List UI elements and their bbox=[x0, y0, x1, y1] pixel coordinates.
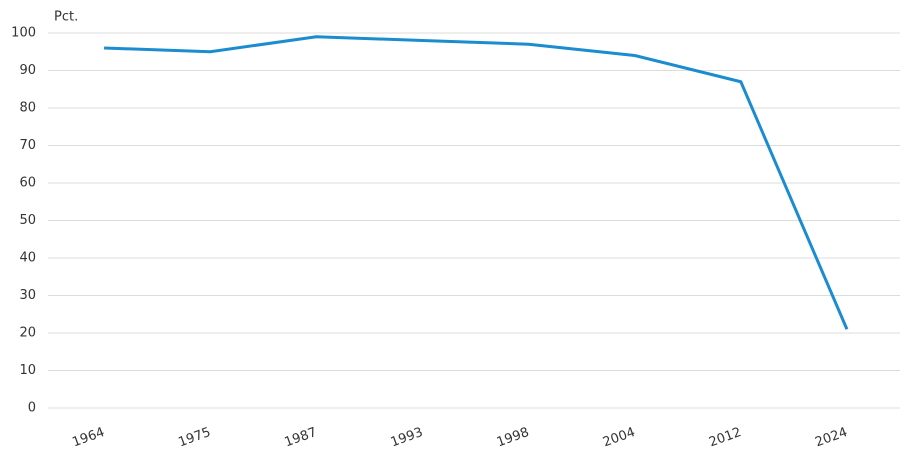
x-tick-label: 2012 bbox=[707, 425, 743, 450]
y-tick-label: 90 bbox=[19, 63, 36, 78]
y-tick-label: 70 bbox=[19, 138, 36, 153]
y-axis-label: Pct. bbox=[54, 10, 78, 25]
y-tick-label: 50 bbox=[19, 213, 36, 228]
y-tick-label: 80 bbox=[19, 101, 36, 116]
y-tick-label: 60 bbox=[19, 176, 36, 191]
y-tick-label: 10 bbox=[19, 363, 36, 378]
y-tick-label: 0 bbox=[28, 401, 36, 416]
y-tick-label: 100 bbox=[11, 26, 36, 41]
x-tick-label: 2004 bbox=[601, 425, 637, 450]
x-tick-label: 1993 bbox=[389, 425, 425, 450]
x-tick-label: 1987 bbox=[283, 425, 319, 450]
y-tick-label: 20 bbox=[19, 326, 36, 341]
line bbox=[104, 35, 849, 330]
x-tick-label: 1975 bbox=[177, 425, 213, 450]
x-tick-label: 1998 bbox=[495, 425, 531, 450]
y-tick-label: 40 bbox=[19, 251, 36, 266]
x-tick-label: 1964 bbox=[70, 425, 106, 450]
x-tick-label: 2024 bbox=[813, 425, 849, 450]
y-tick-label: 30 bbox=[19, 288, 36, 303]
